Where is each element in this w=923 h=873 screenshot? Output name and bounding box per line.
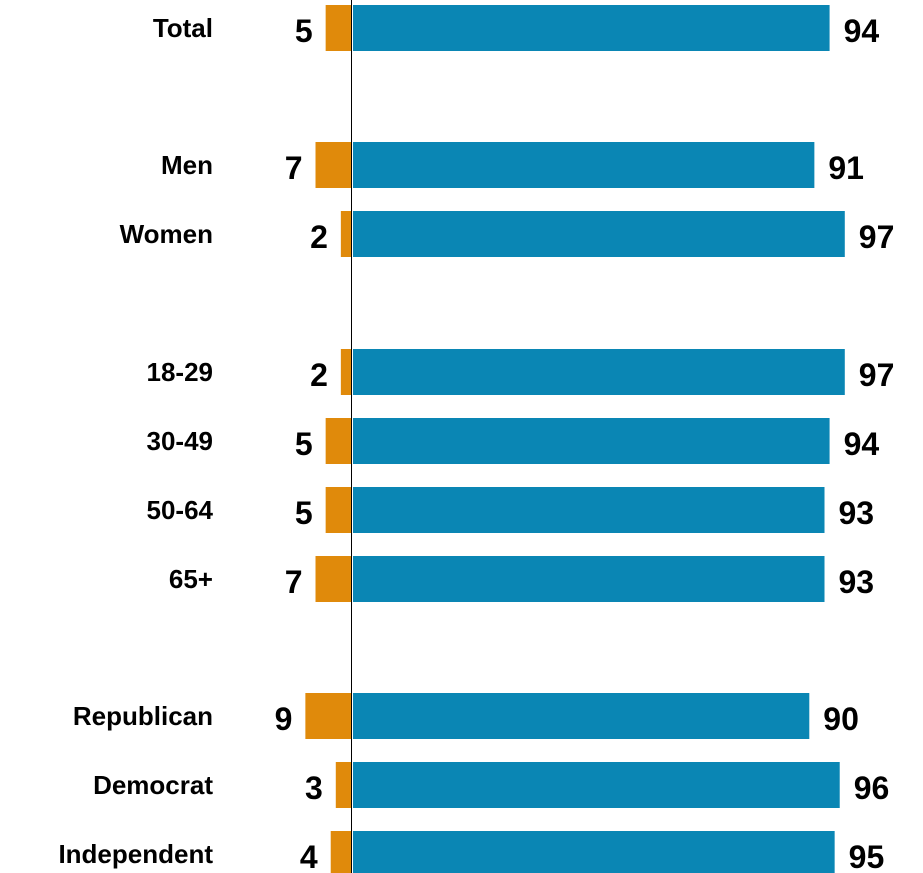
right-value-label: 94 — [844, 13, 880, 49]
right-bar-total — [353, 5, 830, 51]
left-value-label: 5 — [295, 13, 313, 49]
left-value-label: 3 — [305, 770, 323, 806]
right-bar-50-64 — [353, 487, 825, 533]
left-bar-republican — [305, 693, 351, 739]
left-value-label: 9 — [275, 701, 293, 737]
left-value-label: 5 — [295, 426, 313, 462]
left-bar-50-64 — [325, 487, 351, 533]
right-value-label: 95 — [849, 839, 885, 873]
right-value-label: 93 — [839, 495, 875, 531]
left-value-label: 7 — [285, 150, 303, 186]
category-label: 65+ — [169, 564, 213, 594]
category-label: Independent — [58, 839, 213, 869]
right-bar-65- — [353, 556, 825, 602]
category-label: Total — [153, 13, 213, 43]
category-label: Men — [161, 150, 213, 180]
category-label: 18-29 — [147, 357, 214, 387]
right-value-label: 91 — [828, 150, 864, 186]
left-bar-men — [315, 142, 351, 188]
category-label: 30-49 — [147, 426, 214, 456]
right-bar-18-29 — [353, 349, 845, 395]
right-value-labels: 94 91 97 97 94 93 93 90 96 95 — [823, 13, 894, 873]
right-bar-women — [353, 211, 845, 257]
right-bar-independent — [353, 831, 835, 873]
left-bar-democrat — [335, 762, 351, 808]
category-label: 50-64 — [147, 495, 214, 525]
left-bar-independent — [330, 831, 351, 873]
right-bar-30-49 — [353, 418, 830, 464]
left-bar-30-49 — [325, 418, 351, 464]
category-labels: Total Men Women 18-29 30-49 50-64 65+ Republica… — [58, 13, 213, 869]
left-value-label: 4 — [300, 839, 318, 873]
left-bar-18-29 — [340, 349, 351, 395]
right-value-label: 90 — [823, 701, 859, 737]
right-series-bars — [353, 5, 845, 873]
right-value-label: 94 — [844, 426, 880, 462]
right-value-label: 96 — [854, 770, 890, 806]
right-value-label: 97 — [859, 357, 895, 393]
category-label: Women — [120, 219, 213, 249]
left-bar-total — [325, 5, 351, 51]
category-label: Republican — [73, 701, 213, 731]
right-bar-republican — [353, 693, 810, 739]
left-bar-women — [340, 211, 351, 257]
category-label: Democrat — [93, 770, 213, 800]
right-bar-men — [353, 142, 815, 188]
left-value-label: 7 — [285, 564, 303, 600]
left-value-label: 2 — [310, 357, 328, 393]
right-value-label: 93 — [839, 564, 875, 600]
right-value-label: 97 — [859, 219, 895, 255]
left-value-label: 5 — [295, 495, 313, 531]
right-bar-democrat — [353, 762, 840, 808]
left-series-bars — [305, 5, 351, 873]
left-bar-65- — [315, 556, 351, 602]
left-value-label: 2 — [310, 219, 328, 255]
